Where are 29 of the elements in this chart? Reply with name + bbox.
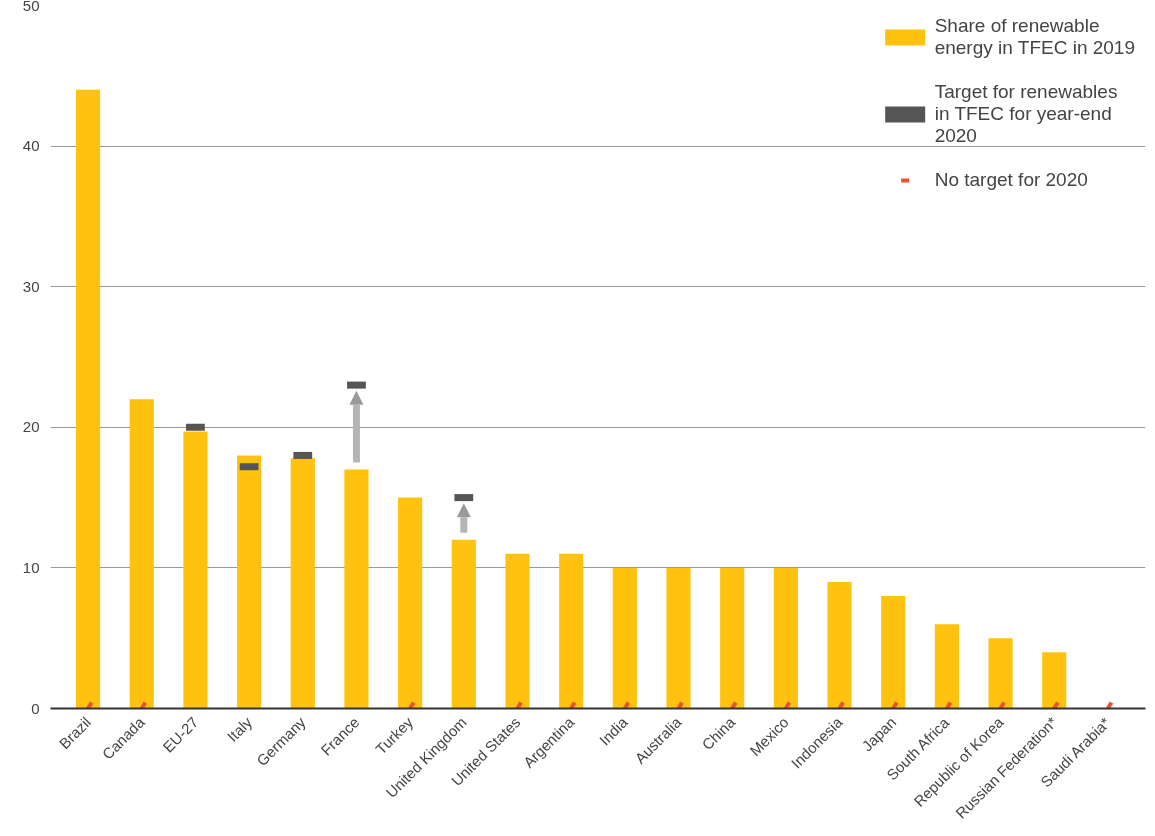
bar <box>559 553 584 709</box>
bar <box>881 596 906 709</box>
bar <box>827 581 852 709</box>
bar <box>1042 652 1067 709</box>
bar <box>451 539 476 709</box>
bar <box>183 431 208 709</box>
bar <box>988 638 1013 709</box>
legend-label: Share of renewable energy in TFEC in 2019 <box>934 15 1135 59</box>
bar <box>720 567 745 709</box>
bar <box>666 567 691 709</box>
y-tick-label: 0 <box>31 699 40 717</box>
bar <box>290 458 315 709</box>
bar <box>934 624 959 709</box>
legend-label: Target for renewables in TFEC for year-end 2020 <box>934 81 1118 147</box>
y-tick-label: 50 <box>22 0 40 14</box>
bar <box>237 455 262 709</box>
x-tick-label: Italy <box>223 713 256 745</box>
bar <box>76 89 101 709</box>
y-tick-label: 40 <box>22 137 40 155</box>
y-tick-label: 30 <box>22 277 40 295</box>
bar <box>505 553 530 709</box>
bar <box>398 497 423 709</box>
bar <box>129 399 154 709</box>
bar <box>773 567 798 709</box>
legend-label: No target for 2020 <box>934 169 1088 191</box>
y-tick-label: 20 <box>22 418 40 436</box>
bar <box>612 567 637 709</box>
y-tick-label: 10 <box>22 558 40 576</box>
bar <box>344 469 369 709</box>
